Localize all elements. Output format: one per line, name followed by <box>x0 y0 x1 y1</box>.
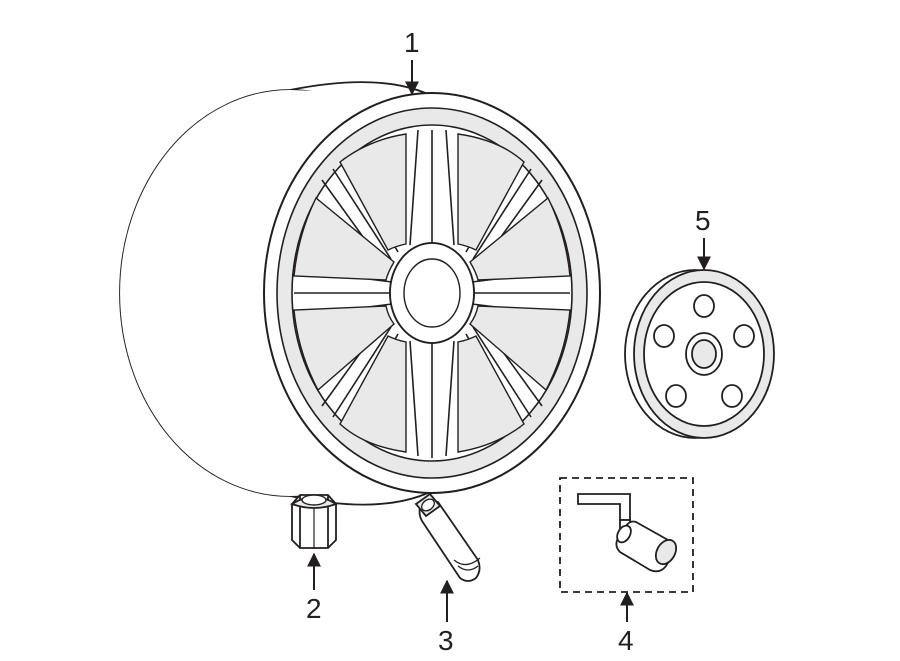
callout-label-5: 5 <box>695 205 711 237</box>
diagram-svg <box>0 0 900 661</box>
tpms-sensor-icon <box>560 478 693 592</box>
wheel-icon <box>120 82 600 504</box>
center-cap-icon <box>625 270 774 438</box>
callout-label-3: 3 <box>438 625 454 657</box>
callout-label-2: 2 <box>306 593 322 625</box>
lug-nut-icon <box>292 494 336 549</box>
diagram-canvas: 1 2 3 4 5 <box>0 0 900 661</box>
callout-label-4: 4 <box>618 625 634 657</box>
valve-stem-icon <box>416 494 480 581</box>
callout-label-1: 1 <box>404 27 420 59</box>
